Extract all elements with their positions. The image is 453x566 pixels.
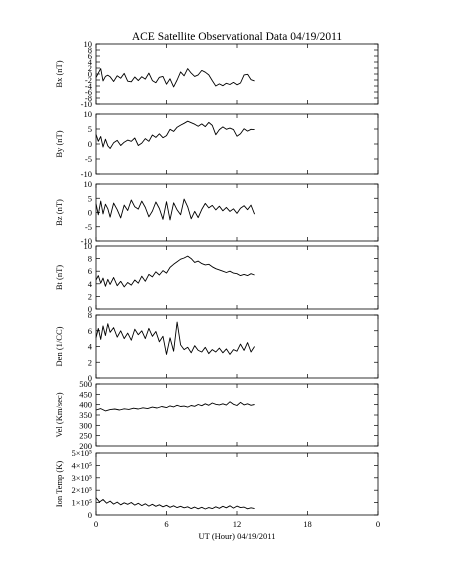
y-tick-label: 1×10⁵	[71, 498, 92, 508]
y-tick-label: -8	[85, 93, 92, 103]
y-tick-label: 0	[88, 510, 92, 520]
series-line-1	[95, 321, 255, 355]
y-tick-label: 5	[88, 124, 92, 134]
x-axis-label: UT (Hour) 04/19/2011	[199, 531, 276, 541]
y-tick-label: -4	[85, 81, 93, 91]
y-axis-label: Den (1/CC)	[54, 326, 64, 366]
panel-2: -10 -5 0 5 10 By (nT)	[54, 109, 379, 179]
y-tick-label: 8	[88, 254, 92, 264]
series-line-1	[95, 198, 256, 221]
panel-3: -10 -5 0 5 10 Bz (nT)	[54, 179, 379, 246]
y-tick-label: 200	[79, 441, 92, 451]
x-tick-label: 0	[94, 519, 98, 529]
y-axis-label: Bt (nT)	[54, 265, 64, 290]
y-tick-label: 10	[84, 179, 93, 189]
y-axis-label: Bz (nT)	[54, 199, 64, 226]
chart-title: ACE Satellite Observational Data 04/19/2…	[132, 31, 343, 43]
x-tick-label: 0	[376, 519, 380, 529]
y-tick-label: 0	[88, 139, 92, 149]
y-axis-label: Vel (Km/sec)	[54, 392, 64, 437]
y-tick-label: -5	[85, 222, 92, 232]
y-tick-label: 400	[79, 400, 92, 410]
panel-frame	[95, 43, 379, 105]
panel-frame	[95, 183, 379, 242]
panel-frame	[95, 113, 379, 175]
y-tick-label: 8	[88, 310, 92, 320]
y-tick-label: -5	[85, 154, 92, 164]
y-tick-label: 5	[88, 193, 92, 203]
series-line-1	[95, 255, 255, 288]
y-tick-label: 350	[79, 410, 92, 420]
y-tick-label: 300	[79, 420, 92, 430]
y-tick-label: 2×10⁵	[71, 485, 92, 495]
y-tick-label: 2	[88, 291, 92, 301]
y-tick-label: 5×10⁵	[71, 448, 92, 458]
y-tick-label: 10	[84, 39, 93, 49]
y-tick-label: 2	[88, 357, 92, 367]
y-tick-label: 4	[88, 57, 93, 67]
y-tick-label: 250	[79, 431, 92, 441]
series-line-1	[95, 120, 255, 149]
series-line-1	[95, 401, 255, 412]
series-line-1	[95, 68, 255, 88]
y-tick-label: -6	[85, 87, 92, 97]
y-tick-label: 0	[88, 304, 92, 314]
y-tick-label: -10	[81, 99, 92, 109]
panel-frame	[95, 314, 379, 379]
y-tick-label: 4×10⁵	[71, 460, 92, 470]
y-tick-label: 6	[88, 51, 92, 61]
x-tick-label: 18	[303, 519, 312, 529]
y-tick-label: 3×10⁵	[71, 473, 92, 483]
panel-frame	[95, 383, 379, 447]
y-tick-label: 10	[84, 109, 93, 119]
y-tick-label: 6	[88, 266, 92, 276]
panel-4: 0 2 4 6 8 10 Bt (nT)	[54, 241, 379, 314]
x-tick-label: 12	[233, 519, 242, 529]
y-tick-label: 6	[88, 326, 92, 336]
y-tick-label: -10	[81, 236, 92, 246]
y-axis-label: By (nT)	[54, 130, 64, 157]
y-tick-label: -10	[81, 169, 92, 179]
x-tick-label: 6	[164, 519, 168, 529]
y-tick-label: 0	[88, 373, 92, 383]
y-tick-label: 4	[88, 279, 93, 289]
y-axis-label: Bx (nT)	[54, 60, 64, 87]
panel-7: 0 1×10⁵ 2×10⁵ 3×10⁵ 4×10⁵ 5×10⁵ Ion Temp (K)	[54, 448, 379, 520]
series-line-1	[95, 497, 255, 510]
y-tick-label: 450	[79, 389, 92, 399]
y-tick-label: 8	[88, 45, 92, 55]
y-tick-label: -2	[85, 75, 92, 85]
y-tick-label: 500	[79, 379, 92, 389]
y-tick-label: 0	[88, 69, 92, 79]
y-tick-label: 0	[88, 208, 92, 218]
y-axis-label: Ion Temp (K)	[54, 461, 64, 508]
panel-frame	[95, 245, 379, 310]
y-tick-label: 4	[88, 342, 93, 352]
panel-5: 0 2 4 6 8 Den (1/CC)	[54, 310, 379, 383]
y-tick-label: 10	[84, 241, 93, 251]
y-tick-label: 2	[88, 63, 92, 73]
